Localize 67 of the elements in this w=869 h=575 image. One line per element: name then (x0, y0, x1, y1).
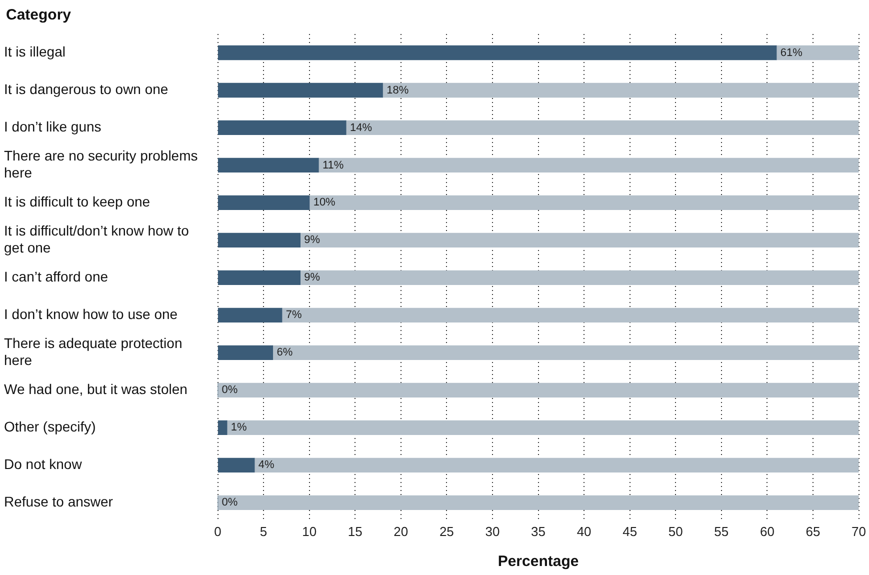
bar (218, 120, 346, 136)
bar (218, 382, 859, 398)
data-label: 0% (222, 496, 238, 509)
y-tick-label: There are no security problems here (4, 148, 198, 180)
data-label: 6% (276, 346, 293, 359)
y-tick-label: It is illegal (4, 44, 66, 60)
x-tick-label: 65 (806, 524, 820, 539)
data-label: 10% (313, 196, 336, 209)
data-label: 9% (304, 234, 320, 246)
x-tick-label: 20 (394, 524, 408, 539)
bar (318, 158, 859, 173)
y-tick-label: I don’t know how to use one (4, 306, 178, 322)
bar (254, 458, 859, 472)
bar (218, 82, 383, 98)
x-tick-label: 30 (485, 524, 500, 539)
data-label: 61% (780, 46, 803, 59)
bar (346, 120, 859, 136)
y-tick-label: I can’t afford one (4, 268, 108, 285)
data-label: 11% (322, 159, 344, 172)
bar (300, 270, 859, 286)
x-tick-label: 70 (852, 524, 866, 539)
data-label: 0% (222, 384, 238, 396)
bar (282, 308, 859, 323)
x-tick-label: 55 (714, 524, 729, 539)
y-axis-title: Category (6, 6, 72, 24)
bar (218, 158, 319, 173)
bar (218, 345, 274, 360)
bar (218, 495, 859, 510)
y-tick-label: Other (specify) (4, 418, 96, 435)
x-tick-label: 10 (302, 524, 317, 539)
x-tick-label: 50 (668, 524, 683, 539)
data-label: 1% (230, 422, 248, 434)
bar (308, 195, 859, 210)
bar (218, 232, 300, 248)
data-label: 14% (350, 122, 372, 134)
x-tick-label: 35 (531, 524, 546, 539)
bar (382, 82, 859, 98)
y-tick-label: It is dangerous to own one (4, 81, 168, 98)
x-tick-label: 45 (622, 524, 638, 539)
x-tick-label: 5 (260, 524, 268, 539)
y-tick-label: It is difficult to keep one (4, 194, 150, 210)
x-tick-label: 40 (576, 524, 592, 539)
y-tick-label: We had one, but it was stolen (4, 381, 188, 398)
bar (218, 270, 300, 286)
data-label: 7% (286, 309, 302, 322)
y-tick-label: I don’t like guns (4, 118, 102, 135)
x-tick-label: 60 (760, 524, 774, 539)
bar (218, 308, 282, 323)
x-tick-label: 15 (348, 524, 362, 539)
y-tick-label: Do not know (4, 456, 83, 472)
y-tick-label: There is adequate protection here (4, 335, 182, 368)
x-tick-label: 25 (439, 524, 454, 539)
y-tick-label: It is difficult/don’t know how to get one (4, 222, 190, 256)
bar (776, 45, 859, 60)
bar (218, 420, 228, 435)
bar (218, 45, 777, 60)
x-tick-label: 0 (214, 524, 222, 539)
bar (300, 232, 859, 248)
bar (218, 195, 310, 210)
bar (218, 458, 255, 472)
x-axis-title: Percentage (498, 553, 579, 570)
bar (272, 345, 859, 360)
data-label: 18% (386, 84, 409, 96)
y-tick-label: Refuse to answer (4, 494, 114, 510)
bar (226, 420, 859, 435)
data-label: 9% (304, 272, 320, 284)
data-label: 4% (258, 459, 274, 472)
